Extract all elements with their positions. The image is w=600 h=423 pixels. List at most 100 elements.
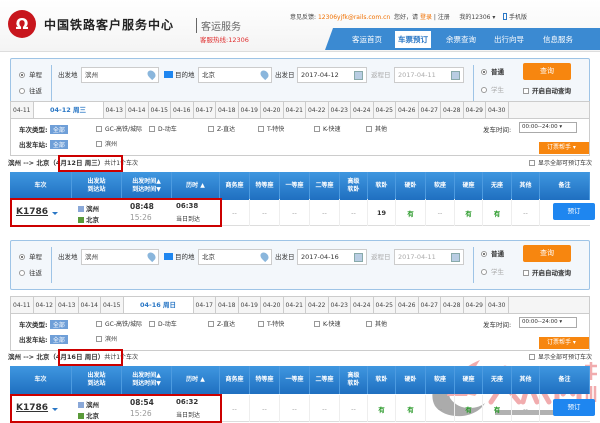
date-tab[interactable]: 04-28 [441, 297, 464, 314]
register-link[interactable]: 注册 [437, 14, 450, 21]
type-all-button[interactable]: 全部 [49, 320, 68, 329]
calendar-icon[interactable] [451, 71, 460, 80]
student-radio[interactable]: 学生 [481, 266, 504, 276]
auto-query-checkbox[interactable]: 开启自动查询 [523, 85, 571, 95]
return-date-input[interactable]: 2017-04-11 [394, 249, 464, 265]
normal-radio[interactable]: 普通 [481, 248, 504, 258]
my12306-menu[interactable]: 我的12306 ▾ [459, 14, 496, 21]
to-station-input[interactable]: 北京 [198, 67, 272, 83]
oneway-radio[interactable]: 单程 [19, 69, 42, 79]
student-radio[interactable]: 学生 [481, 84, 504, 94]
from-station-input[interactable]: 滨州 [81, 249, 159, 265]
railway-logo[interactable]: Ω [8, 10, 36, 38]
station-all-button[interactable]: 全部 [49, 335, 68, 344]
date-tab[interactable]: 04-22 [306, 102, 329, 119]
date-tab-active[interactable]: 04-12 周三 [33, 102, 104, 119]
column-header[interactable]: 出发时间▲ 到达时间▼ [122, 172, 172, 200]
book-button[interactable]: 预订 [553, 399, 595, 416]
date-tab[interactable]: 04-11 [11, 297, 34, 314]
train-type-checkbox[interactable]: T-特快 [258, 124, 284, 133]
date-tab[interactable]: 04-12 [34, 297, 56, 314]
oneway-radio[interactable]: 单程 [19, 251, 42, 261]
depart-date-input[interactable]: 2017-04-12 [297, 67, 367, 83]
date-tab[interactable]: 04-30 [486, 102, 509, 119]
date-tab[interactable]: 04-30 [486, 297, 509, 314]
depart-date-input[interactable]: 2017-04-16 [297, 249, 367, 265]
date-tab-active[interactable]: 04-16 周日 [123, 297, 194, 314]
query-button[interactable]: 查询 [523, 63, 571, 80]
train-type-checkbox[interactable]: T-特快 [258, 319, 284, 328]
booking-helper-button[interactable]: 订票帮手 ▾ [539, 337, 589, 349]
date-tab[interactable]: 04-15 [149, 102, 171, 119]
date-tab[interactable]: 04-23 [329, 102, 351, 119]
date-tab[interactable]: 04-26 [396, 297, 419, 314]
date-tab[interactable]: 04-17 [194, 297, 216, 314]
show-all-checkbox[interactable]: 显示全部可预订车次 [528, 159, 592, 168]
train-number-link[interactable]: K1786 [16, 403, 49, 413]
booking-helper-button[interactable]: 订票帮手 ▾ [539, 142, 589, 154]
train-type-checkbox[interactable]: GC-高铁/城际 [96, 124, 142, 133]
date-tab[interactable]: 04-18 [216, 102, 239, 119]
date-tab[interactable]: 04-23 [329, 297, 351, 314]
nav-booking[interactable]: 车票预订 [395, 31, 431, 48]
date-tab[interactable]: 04-22 [306, 297, 329, 314]
feedback-email-link[interactable]: 12306yjfk@rails.com.cn [317, 14, 391, 21]
mobile-link[interactable]: 手机版 [508, 14, 527, 21]
depart-time-select[interactable]: 00:00--24:00 ▾ [519, 122, 577, 133]
date-tab[interactable]: 04-15 [101, 297, 124, 314]
column-header[interactable]: 历时 ▲ [172, 366, 220, 394]
nav-info[interactable]: 信息服务 [543, 35, 573, 44]
type-all-button[interactable]: 全部 [49, 125, 68, 134]
date-tab[interactable]: 04-29 [464, 297, 486, 314]
date-tab[interactable]: 04-21 [284, 297, 306, 314]
date-tab[interactable]: 04-19 [239, 297, 261, 314]
roundtrip-radio[interactable]: 往返 [19, 267, 42, 277]
train-type-checkbox[interactable]: D-动车 [149, 319, 177, 328]
train-type-checkbox[interactable]: K-快速 [314, 319, 340, 328]
date-tab[interactable]: 04-20 [261, 102, 284, 119]
date-tab[interactable]: 04-16 [171, 102, 194, 119]
date-tab[interactable]: 04-21 [284, 102, 306, 119]
nav-remaining[interactable]: 余票查询 [446, 35, 476, 44]
login-link[interactable]: 登录 [419, 14, 432, 21]
date-tab[interactable]: 04-20 [261, 297, 284, 314]
station-all-button[interactable]: 全部 [49, 140, 68, 149]
train-number-link[interactable]: K1786 [16, 207, 49, 217]
show-all-checkbox[interactable]: 显示全部可预订车次 [528, 353, 592, 362]
swap-icon[interactable] [164, 253, 173, 260]
train-type-checkbox[interactable]: Z-直达 [208, 124, 235, 133]
chevron-down-icon[interactable] [52, 212, 58, 218]
calendar-icon[interactable] [354, 71, 363, 80]
normal-radio[interactable]: 普通 [481, 66, 504, 76]
train-type-checkbox[interactable]: Z-直达 [208, 319, 235, 328]
column-header[interactable]: 历时 ▲ [172, 172, 220, 200]
date-tab[interactable]: 04-13 [104, 102, 126, 119]
nav-home[interactable]: 客运首页 [352, 35, 382, 44]
roundtrip-radio[interactable]: 往返 [19, 85, 42, 95]
date-tab[interactable]: 04-18 [216, 297, 239, 314]
date-tab[interactable]: 04-28 [441, 102, 464, 119]
train-type-checkbox[interactable]: D-动车 [149, 124, 177, 133]
train-type-checkbox[interactable]: 其他 [366, 319, 387, 328]
swap-icon[interactable] [164, 71, 173, 78]
book-button[interactable]: 预订 [553, 203, 595, 220]
date-tab[interactable]: 04-14 [126, 102, 149, 119]
date-tab[interactable]: 04-14 [79, 297, 101, 314]
date-tab[interactable]: 04-24 [351, 102, 374, 119]
train-type-checkbox[interactable]: GC-高铁/城际 [96, 319, 142, 328]
date-tab[interactable]: 04-29 [464, 102, 486, 119]
chevron-down-icon[interactable] [52, 408, 58, 414]
calendar-icon[interactable] [451, 253, 460, 262]
date-tab[interactable]: 04-27 [419, 297, 441, 314]
date-tab[interactable]: 04-11 [11, 102, 34, 119]
from-station-input[interactable]: 滨州 [81, 67, 159, 83]
column-header[interactable]: 出发时间▲ 到达时间▼ [122, 366, 172, 394]
station-checkbox[interactable]: 滨州 [96, 139, 117, 148]
date-tab[interactable]: 04-27 [419, 102, 441, 119]
date-tab[interactable]: 04-17 [194, 102, 216, 119]
calendar-icon[interactable] [354, 253, 363, 262]
return-date-input[interactable]: 2017-04-11 [394, 67, 464, 83]
depart-time-select[interactable]: 00:00--24:00 ▾ [519, 317, 577, 328]
query-button[interactable]: 查询 [523, 245, 571, 262]
train-type-checkbox[interactable]: K-快速 [314, 124, 340, 133]
